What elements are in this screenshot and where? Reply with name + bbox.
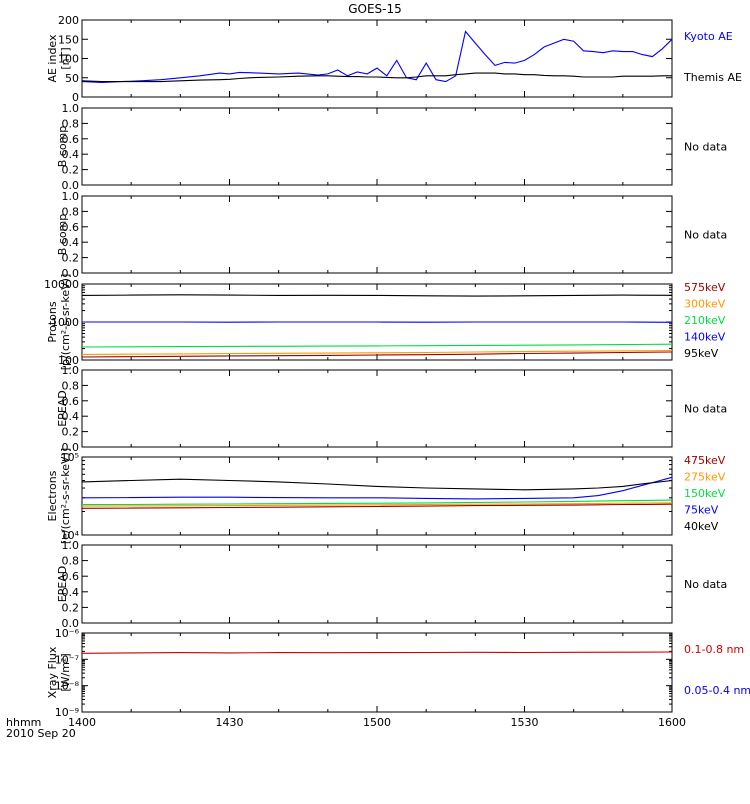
panel-frame-epead2 — [82, 545, 672, 623]
no-data-label-b1: No data — [684, 141, 727, 154]
x-axis-date: 2010 Sep 20 — [6, 727, 76, 740]
y-tick-label-ae: 50 — [65, 72, 79, 85]
y-axis-label-epead2: EPEAD — [56, 566, 69, 603]
no-data-label-epead1: No data — [684, 403, 727, 416]
legend-label-95kev: 95keV — [684, 347, 719, 360]
series-line-themis-ae — [82, 73, 672, 82]
y-axis-label-electrons: [e/(cm²-s-sr-keV)] — [59, 448, 72, 544]
y-axis-label-b1: B comp — [56, 126, 69, 168]
legend-label-475kev: 475keV — [684, 454, 726, 467]
y-axis-label-b2: B comp — [56, 214, 69, 256]
y-tick-label-xray: 10⁻⁶ — [55, 627, 80, 640]
series-line-40kev — [82, 479, 672, 490]
panel-frame-b2 — [82, 196, 672, 273]
panel-frame-b1 — [82, 108, 672, 185]
x-tick-label: 1600 — [658, 716, 686, 729]
legend-label-kyoto-ae: Kyoto AE — [684, 30, 733, 43]
y-axis-label-xray: [W/m²] — [59, 653, 72, 691]
y-axis-label-protons: Protons — [46, 301, 59, 342]
legend-label-140kev: 140keV — [684, 331, 726, 344]
y-tick-label-ae: 150 — [58, 33, 79, 46]
legend-label-210kev: 210keV — [684, 314, 726, 327]
y-tick-label-epead2: 1.0 — [62, 539, 80, 552]
legend-label-0-05-0-4-nm: 0.05-0.4 nm — [684, 684, 750, 697]
y-axis-label-ae: AE index — [46, 34, 59, 83]
panel-frame-electrons — [82, 457, 672, 535]
x-tick-label: 1430 — [216, 716, 244, 729]
panel-frame-xray — [82, 633, 672, 712]
legend-label-0-1-0-8-nm: 0.1-0.8 nm — [684, 643, 744, 656]
legend-label-150kev: 150keV — [684, 487, 726, 500]
no-data-label-epead2: No data — [684, 578, 727, 591]
legend-label-275kev: 275keV — [684, 471, 726, 484]
y-tick-label-epead1: 1.0 — [62, 364, 80, 377]
y-axis-label-ae: [nT] — [59, 47, 72, 69]
y-axis-label-xray: Xray Flux — [46, 646, 59, 698]
x-tick-label: 1500 — [363, 716, 391, 729]
panel-frame-epead1 — [82, 370, 672, 447]
y-axis-label-electrons: Electrons — [46, 470, 59, 521]
y-tick-label-ae: 200 — [58, 14, 79, 27]
panel-frame-ae — [82, 20, 672, 97]
legend-label-75kev: 75keV — [684, 504, 719, 517]
series-line-210kev — [82, 344, 672, 347]
y-axis-label-epead1: EPEAD — [56, 390, 69, 427]
y-tick-label-epead2: 0.8 — [62, 555, 80, 568]
y-axis-label-protons: [p/(cm²-s-sr-keV)] — [59, 274, 72, 371]
y-tick-label-b1: 1.0 — [62, 102, 80, 115]
legend-label-300kev: 300keV — [684, 298, 726, 311]
figure-title: GOES-15 — [348, 2, 402, 16]
legend-label-575kev: 575keV — [684, 281, 726, 294]
legend-label-themis-ae: Themis AE — [683, 71, 742, 84]
y-tick-label-b2: 1.0 — [62, 190, 80, 203]
series-line-0-1-0-8-nm — [82, 652, 672, 653]
y-tick-label-epead2: 0.2 — [62, 601, 80, 614]
x-tick-label: 1530 — [511, 716, 539, 729]
series-line-95kev — [82, 295, 672, 296]
no-data-label-b2: No data — [684, 229, 727, 242]
legend-label-40kev: 40keV — [684, 520, 719, 533]
series-line-kyoto-ae — [82, 32, 672, 83]
